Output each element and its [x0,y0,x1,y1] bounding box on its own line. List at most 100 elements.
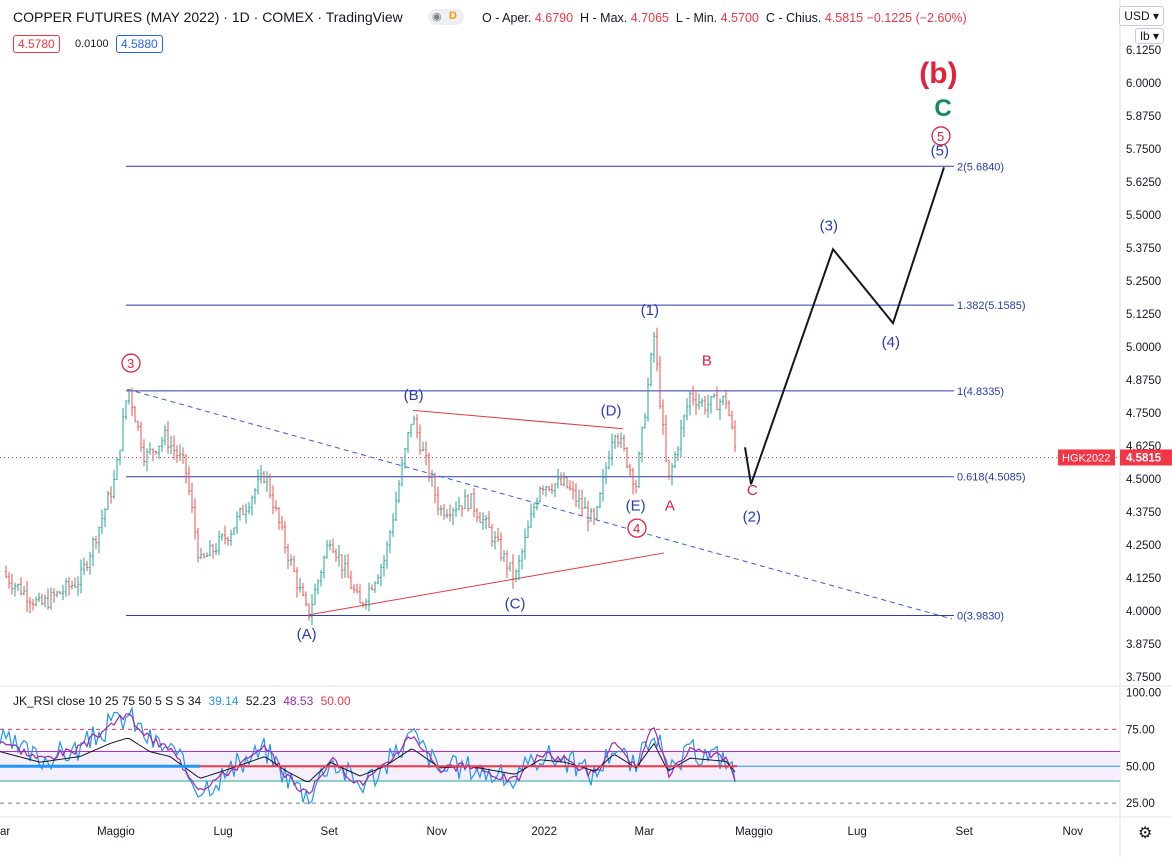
wave-label-circle [627,518,647,538]
wave-label-circle [121,353,141,373]
fib-label: 0.618(4.5085) [957,472,1026,484]
candle [625,447,629,469]
candle [511,553,515,589]
candle [715,386,719,411]
fib-label: 0(3.9830) [957,611,1004,623]
candle [319,569,323,587]
candle [733,420,737,453]
time-tick-label: Set [956,826,974,838]
candle [235,511,239,534]
candle [568,480,572,491]
candle [496,527,500,543]
candle [328,539,332,551]
candle [514,569,518,583]
candle [637,451,641,489]
rsi-tick-label: 50.00 [1126,761,1155,773]
symbol-title[interactable]: COPPER FUTURES (MAY 2022) · 1D · COMEX ·… [13,9,403,25]
candle [409,423,413,438]
symbol-tag-bg [1058,449,1115,466]
candle [538,486,542,503]
candle [643,412,647,429]
candle [580,489,584,517]
candle [421,441,425,452]
candle [226,536,230,546]
candle [55,590,59,598]
candle [313,583,317,605]
candle [31,598,35,611]
candle [370,584,374,591]
time-tick-label: 2022 [531,826,557,838]
candle [19,577,23,596]
candle [58,591,62,594]
price-tick-label: 5.2500 [1126,276,1161,288]
candle [553,483,557,498]
candle [100,509,104,534]
rsi-value-blue: 39.14 [208,694,239,708]
unit-select[interactable]: lb ▾ [1135,28,1164,44]
candle [412,415,416,425]
candle [343,554,347,578]
candle [265,471,269,493]
candle [703,395,707,415]
candle [640,426,644,463]
candle [451,507,455,526]
candle [307,603,311,621]
candle [166,420,170,455]
candle [604,462,608,485]
candle [658,356,662,410]
candle [667,459,671,480]
candle [478,512,482,523]
candle [163,424,167,446]
candle [361,601,365,608]
candle [415,414,419,439]
candle [211,543,215,559]
candle [316,579,320,595]
candle [187,466,191,496]
fib-label: 1.382(5.1585) [957,300,1026,312]
candle [322,555,326,579]
price-tick-label: 5.3750 [1126,243,1161,255]
candle [697,393,701,410]
currency-select[interactable]: USD ▾ [1119,6,1164,26]
candle [661,399,665,435]
candle [169,435,173,455]
candle [646,377,650,422]
candle [346,553,350,578]
candle [97,526,101,554]
gear-icon[interactable]: ⚙ [1138,825,1153,842]
eye-icon[interactable]: ◉ [432,11,442,23]
bid-price[interactable]: 4.5780 [13,35,60,53]
candle [289,554,293,566]
candle [178,444,182,462]
candle [493,531,497,550]
candle [652,331,656,363]
time-tick-label: Maggio [97,826,135,838]
candle [112,470,116,499]
wave-label: 3 [127,356,134,371]
rsi-legend[interactable]: JK_RSI close 10 25 75 50 5 S S 34 39.14 … [13,694,351,708]
candle [94,535,98,549]
candle [298,577,302,593]
candle [586,500,590,532]
candle [367,582,371,612]
candle [619,432,623,449]
candle [37,592,41,603]
candle [28,597,32,614]
chevron-down-icon: ▾ [1152,9,1159,23]
candle [517,555,521,581]
candle [682,414,686,437]
candle [448,504,452,522]
time-tick-label: Nov [427,826,448,838]
visibility-toggle[interactable]: ◉ D [428,9,464,25]
candle [616,433,620,448]
candle [295,567,299,598]
ask-price[interactable]: 4.5880 [116,35,163,53]
time-tick-label: ar [0,826,10,838]
candle [376,574,380,584]
candle [352,584,356,594]
candle [403,447,407,469]
fib-label: 2(5.6840) [957,161,1004,173]
candle [481,512,485,530]
